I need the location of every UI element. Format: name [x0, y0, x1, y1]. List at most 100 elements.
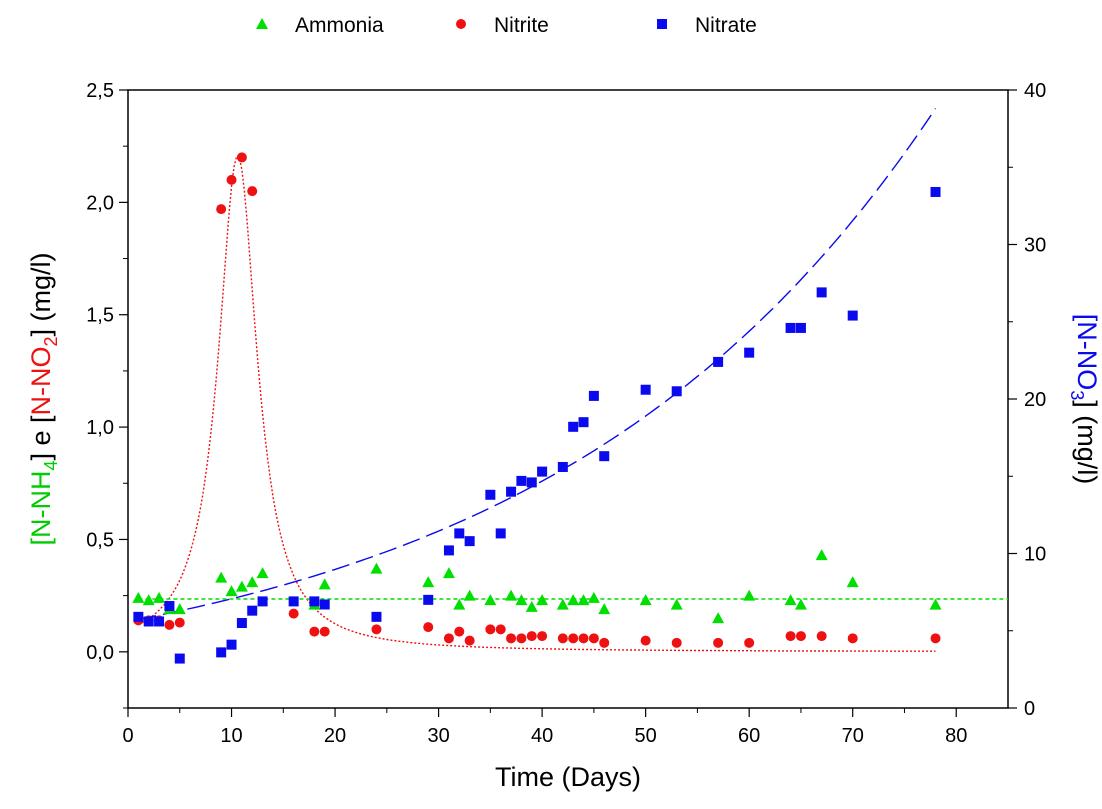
- data-point: [568, 633, 579, 644]
- data-point: [423, 594, 434, 605]
- data-point: [557, 633, 568, 644]
- y-right-axis-label: [N-NO3] (mg/l): [1067, 314, 1102, 485]
- data-point: [577, 594, 590, 606]
- data-point: [713, 356, 724, 367]
- data-point: [567, 594, 580, 606]
- axes: 0 10 20 30 40 50 60 70 80 0,0 0,5 1,0 1,5 2,0 2,5 0 10 20…: [86, 80, 1046, 747]
- x-tick-label: 30: [427, 725, 449, 747]
- data-point: [216, 204, 227, 215]
- data-point: [442, 567, 455, 579]
- legend-marker: [456, 19, 466, 29]
- data-point: [557, 461, 568, 472]
- x-tick-label: 60: [738, 725, 760, 747]
- data-point: [587, 591, 600, 603]
- data-point: [319, 626, 330, 637]
- data-point: [485, 624, 496, 635]
- fit-curve: [138, 155, 936, 652]
- data-point: [556, 598, 569, 610]
- data-point: [847, 310, 858, 321]
- y-right-tick-label: 10: [1024, 544, 1046, 566]
- data-point: [132, 591, 145, 603]
- data-point: [598, 603, 611, 615]
- data-point: [174, 617, 185, 628]
- data-point: [154, 616, 165, 627]
- y-left-tick-label: 0,5: [86, 529, 114, 551]
- data-point: [309, 596, 320, 607]
- data-point: [713, 637, 724, 648]
- data-point: [516, 475, 527, 486]
- data-point: [454, 528, 465, 539]
- y-right-tick-label: 20: [1024, 389, 1046, 411]
- data-point: [256, 567, 269, 579]
- axis-labels: Time (Days) [N-NH4] e [N-NO2] (mg/l) [N-NO…: [26, 252, 1102, 792]
- data-point: [506, 486, 517, 497]
- data-point: [423, 622, 434, 633]
- data-point: [526, 631, 537, 642]
- data-point: [670, 598, 683, 610]
- data-points: [132, 152, 942, 664]
- data-point: [288, 596, 299, 607]
- data-point: [257, 596, 268, 607]
- data-point: [153, 591, 166, 603]
- data-point: [525, 600, 538, 612]
- data-point: [795, 631, 806, 642]
- data-point: [173, 603, 186, 615]
- data-point: [164, 601, 175, 612]
- data-point: [744, 347, 755, 358]
- data-point: [309, 626, 320, 637]
- data-point: [930, 633, 941, 644]
- y-right-tick-label: 40: [1024, 80, 1046, 102]
- legend-label: Nitrate: [695, 14, 757, 37]
- data-point: [246, 576, 259, 588]
- data-point: [578, 417, 589, 428]
- data-point: [142, 594, 155, 606]
- data-point: [443, 633, 454, 644]
- data-point: [526, 477, 537, 488]
- plot-frame: [127, 89, 1009, 709]
- y-left-tick-label: 2,0: [86, 192, 114, 214]
- y-left-axis-label: [N-NH4] e [N-NO2] (mg/l): [26, 252, 61, 545]
- data-point: [568, 421, 579, 432]
- x-tick-label: 0: [122, 725, 133, 747]
- data-point: [578, 633, 589, 644]
- data-point: [495, 624, 506, 635]
- data-point: [671, 637, 682, 648]
- data-point: [215, 571, 228, 583]
- data-point: [443, 545, 454, 556]
- y-right-tick-label: 30: [1024, 235, 1046, 257]
- x-tick-label: 20: [324, 725, 346, 747]
- legend-label: Nitrite: [494, 14, 549, 37]
- data-point: [226, 174, 237, 185]
- y-left-tick-label: 2,5: [86, 80, 114, 102]
- data-point: [236, 618, 247, 629]
- data-point: [505, 589, 518, 601]
- y-left-tick-label: 0,0: [86, 642, 114, 664]
- data-point: [712, 612, 725, 624]
- data-point: [247, 186, 258, 197]
- data-point: [216, 647, 227, 658]
- data-point: [846, 576, 859, 588]
- data-point: [485, 489, 496, 500]
- data-point: [929, 598, 942, 610]
- x-axis-label: Time (Days): [495, 762, 641, 792]
- data-point: [795, 322, 806, 333]
- data-point: [454, 626, 465, 637]
- data-point: [484, 594, 497, 606]
- legend-label: Ammonia: [295, 14, 384, 37]
- data-point: [133, 611, 144, 622]
- data-point: [371, 624, 382, 635]
- data-point: [599, 637, 610, 648]
- data-point: [453, 598, 466, 610]
- data-point: [495, 528, 506, 539]
- data-point: [536, 594, 549, 606]
- data-point: [515, 594, 528, 606]
- data-point: [639, 594, 652, 606]
- data-point: [816, 631, 827, 642]
- data-point: [640, 635, 651, 646]
- y-right-tick-label: 0: [1024, 698, 1035, 720]
- data-point: [164, 619, 175, 630]
- data-point: [537, 631, 548, 642]
- data-point: [319, 599, 330, 610]
- data-point: [744, 637, 755, 648]
- data-point: [816, 287, 827, 298]
